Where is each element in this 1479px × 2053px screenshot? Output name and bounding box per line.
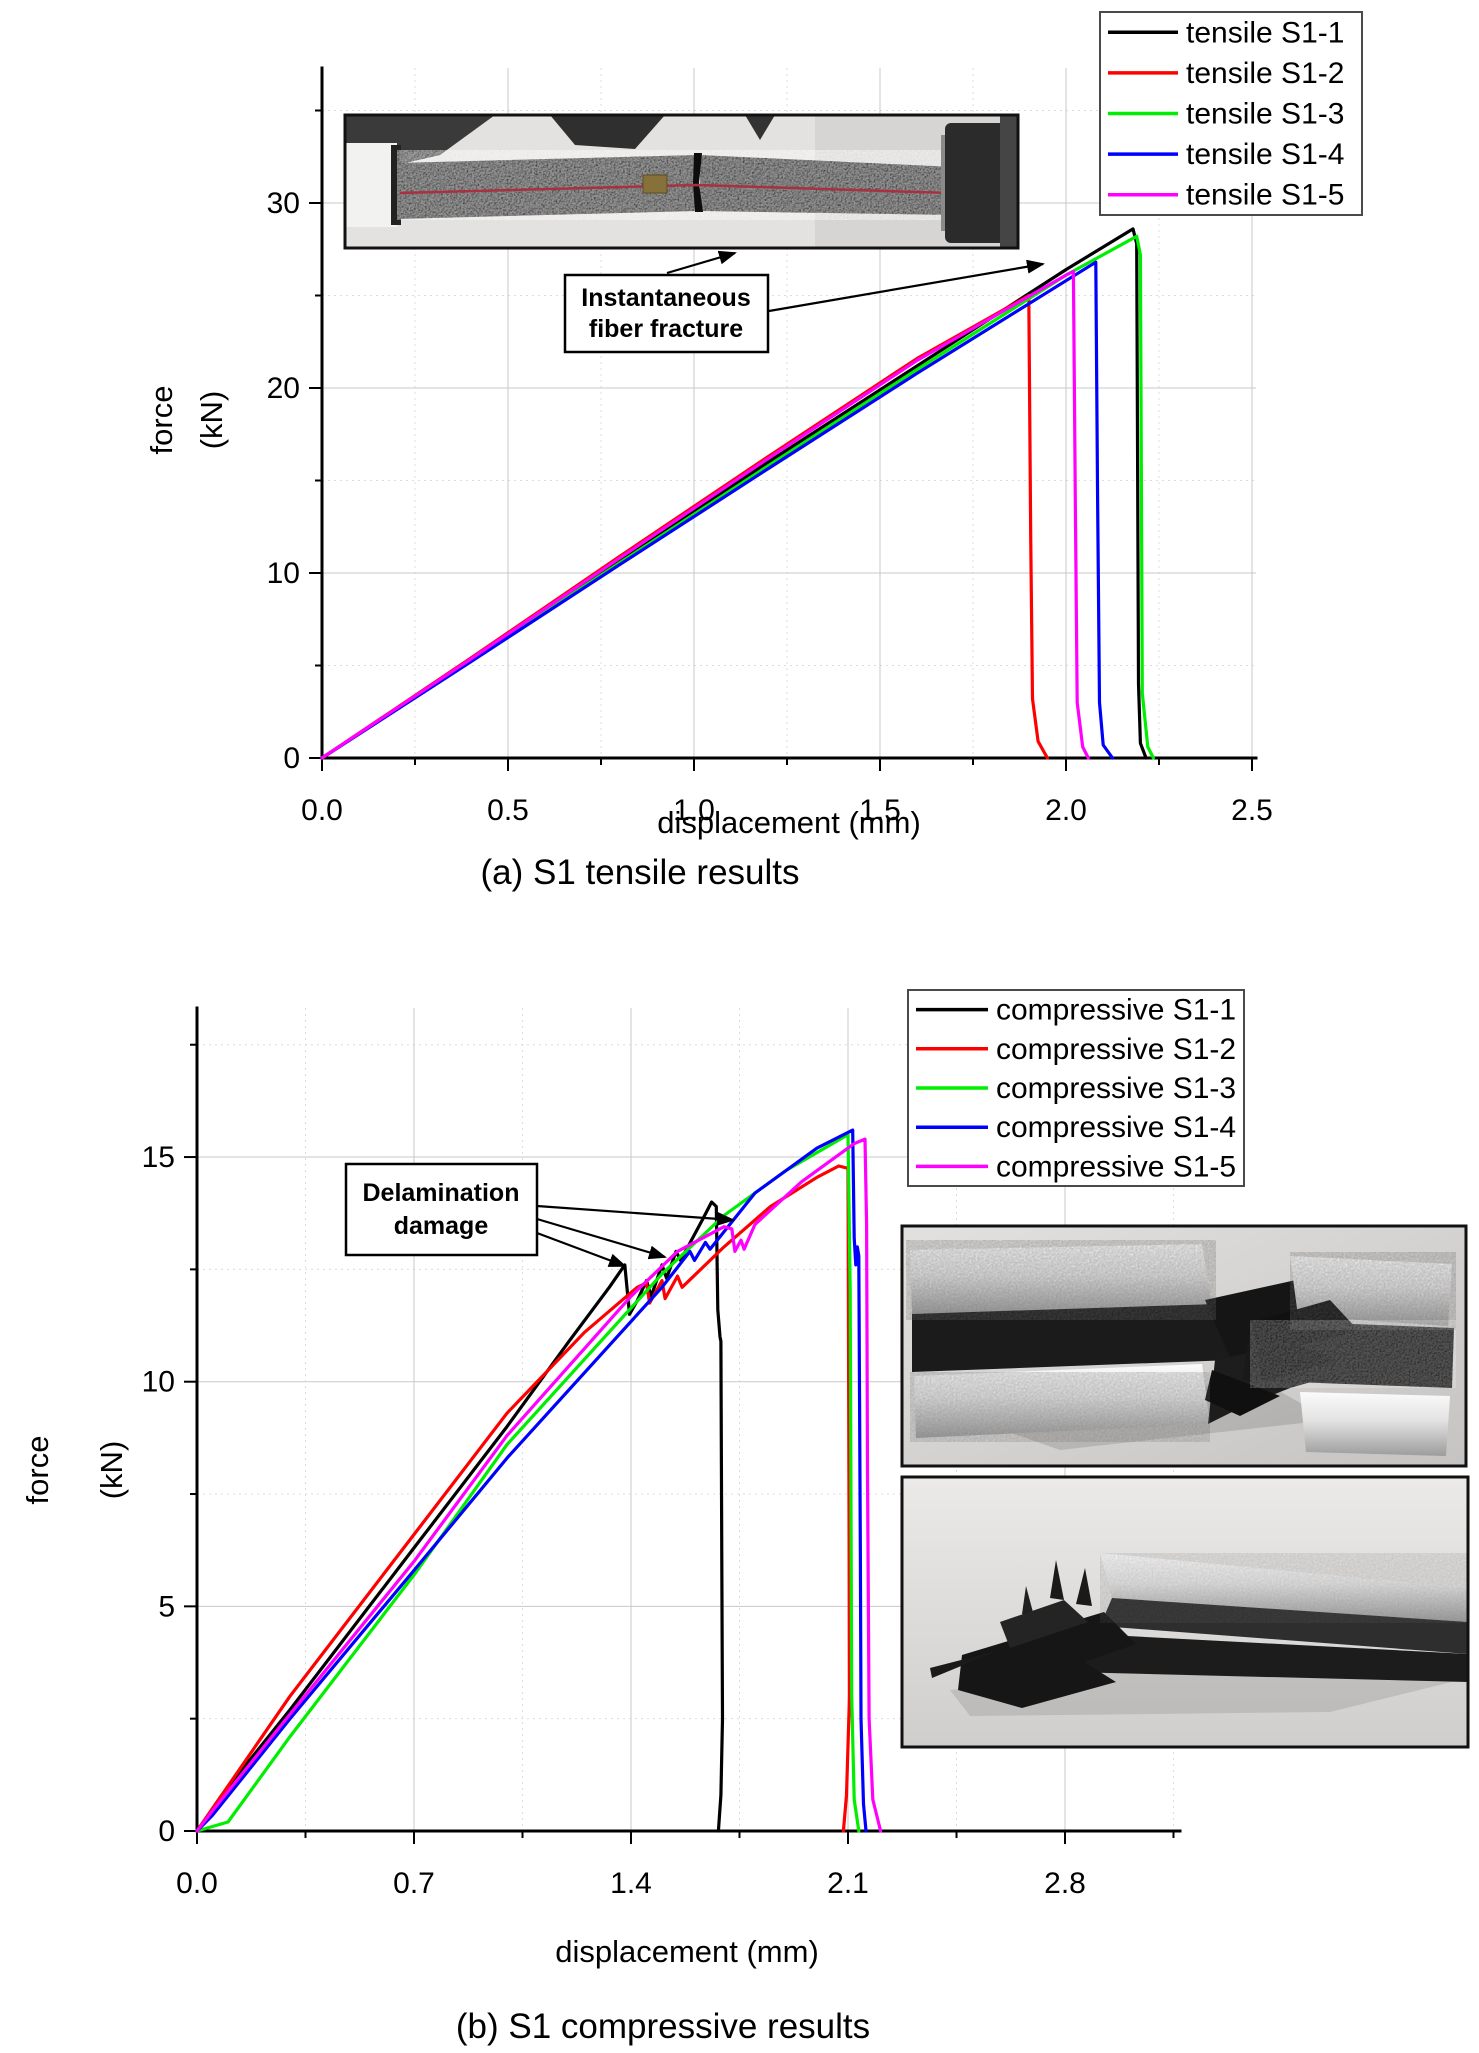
delamination-photo-frame xyxy=(900,1475,1470,1749)
y-tick-label: 0 xyxy=(283,742,300,775)
x-tick-label: 2.0 xyxy=(1045,794,1087,827)
tensile-yaxis-label-line2: (kN) xyxy=(194,391,229,450)
compressive-yaxis-label-line1: force xyxy=(20,1436,55,1505)
compressive-caption: (b) S1 compressive results xyxy=(456,2007,870,2046)
tensile-caption: (a) S1 tensile results xyxy=(480,853,799,892)
y-tick-label: 15 xyxy=(142,1141,175,1174)
delamination-arrow-1 xyxy=(536,1204,735,1226)
fiber-fracture-callout-box xyxy=(563,273,770,354)
delamination-callout-line2: damage xyxy=(394,1212,489,1240)
delamination-arrow-2 xyxy=(536,1217,667,1260)
legend-item-label: tensile S1-1 xyxy=(1186,16,1344,49)
y-tick-label: 10 xyxy=(142,1366,175,1399)
delamination-arrow-3 xyxy=(536,1231,627,1268)
curve-compressive-S1-4 xyxy=(195,1128,868,1833)
tensile-photo-frame xyxy=(343,113,1020,250)
x-tick-label: 0.5 xyxy=(487,794,529,827)
legend-item-label: compressive S1-1 xyxy=(996,994,1236,1027)
delamination-photo xyxy=(902,1477,1468,1747)
tensile-yaxis-label-line1: force xyxy=(144,386,179,455)
compressive-xaxis-label: displacement (mm) xyxy=(555,1934,819,1969)
legend-item-label: compressive S1-2 xyxy=(996,1033,1236,1066)
x-tick-label: 0.0 xyxy=(176,1867,218,1900)
x-tick-label: 0.0 xyxy=(301,794,343,827)
legend-item-label: compressive S1-5 xyxy=(996,1150,1236,1183)
x-tick-label: 1.5 xyxy=(859,794,901,827)
legend-item-label: tensile S1-4 xyxy=(1186,138,1344,171)
x-tick-label: 2.1 xyxy=(827,1867,869,1900)
compressive-yaxis-label-line2: (kN) xyxy=(94,1441,129,1500)
fracture-arrow-to-photo xyxy=(666,250,737,275)
tensile-chart: 0.0 0.5 1.0 1.5 2.0 2.5 0 10 20 30 tensile S1-1 ten… xyxy=(267,11,1363,827)
y-tick-label: 20 xyxy=(267,372,300,405)
fracture-arrow-to-curve xyxy=(768,259,1045,313)
compressive-fracture-photo-frame xyxy=(900,1224,1468,1468)
x-tick-label: 1.4 xyxy=(610,1867,652,1900)
curve-compressive-S1-5 xyxy=(195,1137,883,1833)
x-tick-label: 2.8 xyxy=(1044,1867,1086,1900)
tensile-specimen-photo xyxy=(345,115,1018,248)
laser-alignment-line xyxy=(399,183,951,195)
x-tick-label: 2.5 xyxy=(1231,794,1273,827)
delamination-callout-line1: Delamination xyxy=(363,1179,520,1207)
curve-tensile-S1-4 xyxy=(320,260,1115,760)
fiber-fracture-callout-line1: Instantaneous xyxy=(581,284,750,312)
x-tick-label: 1.0 xyxy=(673,794,715,827)
legend-item-label: compressive S1-4 xyxy=(996,1111,1236,1144)
compressive-chart: 0.0 0.7 1.4 2.1 2.8 0 5 10 15 compressive S1-1 com… xyxy=(142,989,1245,1900)
y-tick-label: 0 xyxy=(158,1815,175,1848)
curve-compressive-S1-2 xyxy=(195,1164,852,1833)
legend-item-label: tensile S1-2 xyxy=(1186,57,1344,90)
y-tick-label: 5 xyxy=(158,1590,175,1623)
y-tick-label: 10 xyxy=(267,557,300,590)
curve-tensile-S1-5 xyxy=(320,269,1090,760)
fiber-fracture-callout-line2: fiber fracture xyxy=(589,315,743,343)
y-tick-label: 30 xyxy=(267,187,300,220)
legend-item-label: compressive S1-3 xyxy=(996,1072,1236,1105)
delamination-callout-box xyxy=(344,1162,539,1257)
tensile-xaxis-label: displacement (mm) xyxy=(657,805,921,840)
x-tick-label: 0.7 xyxy=(393,1867,435,1900)
legend-item-label: tensile S1-5 xyxy=(1186,179,1344,212)
compressive-fracture-photo xyxy=(902,1226,1466,1466)
legend-item-label: tensile S1-3 xyxy=(1186,98,1344,131)
